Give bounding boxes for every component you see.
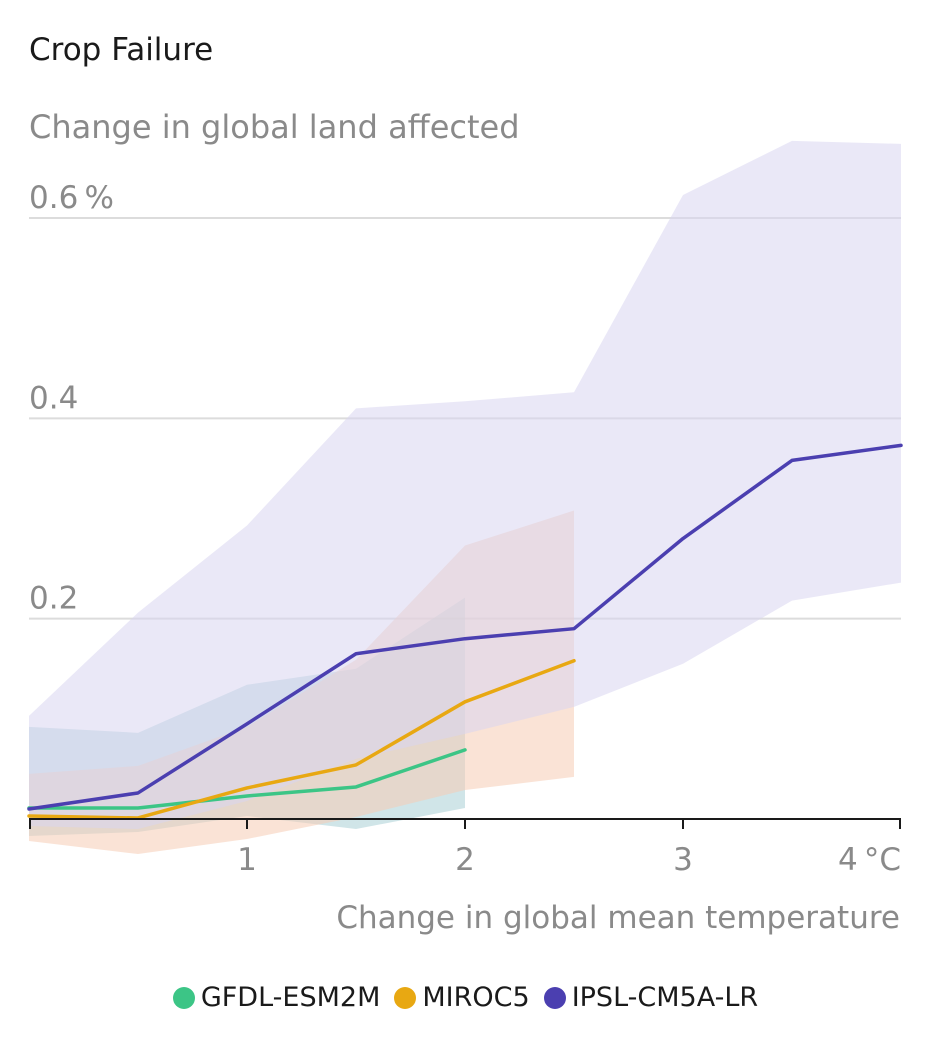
y-tick-label-1: 0.4: [29, 380, 78, 416]
x-axis: [29, 818, 901, 829]
y-axis-subtitle: Change in global land affected: [29, 108, 520, 146]
legend-swatch: [543, 986, 566, 1009]
series-lines: [27, 443, 903, 820]
line-miroc5: [27, 658, 576, 820]
legend-label: GFDL-ESM2M: [200, 982, 381, 1013]
band-ipsl-cm5a-lr: [29, 140, 901, 830]
line-ipsl-cm5a-lr: [27, 443, 903, 811]
legend: GFDL-ESM2M MIROC5 IPSL-CM5A-LR: [0, 982, 931, 1013]
y-tick-label-2: 0.6 %: [29, 180, 114, 216]
legend-label: MIROC5: [422, 982, 530, 1013]
legend-label: IPSL-CM5A-LR: [571, 982, 759, 1013]
legend-swatch: [394, 986, 417, 1009]
legend-item-ipsl-cm5a-lr: IPSL-CM5A-LR: [543, 982, 759, 1013]
x-tick-label-0: 1: [237, 842, 257, 878]
x-tick-label-2: 3: [673, 842, 693, 878]
uncertainty-bands: [29, 140, 901, 855]
x-tick-label-3: 4 °C: [838, 842, 901, 878]
y-tick-label-0: 0.2: [29, 581, 78, 617]
line-gfdl-esm2m: [27, 748, 467, 810]
x-tick-label-1: 2: [455, 842, 475, 878]
x-axis-label: Change in global mean temperature: [336, 900, 900, 936]
tick-labels: 0.2 0.4 0.6 % 1 2 3 4 °C: [29, 180, 901, 878]
legend-item-gfdl-esm2m: GFDL-ESM2M: [172, 982, 381, 1013]
legend-swatch: [172, 986, 195, 1009]
chart-title: Crop Failure: [29, 32, 214, 68]
legend-item-miroc5: MIROC5: [394, 982, 530, 1013]
